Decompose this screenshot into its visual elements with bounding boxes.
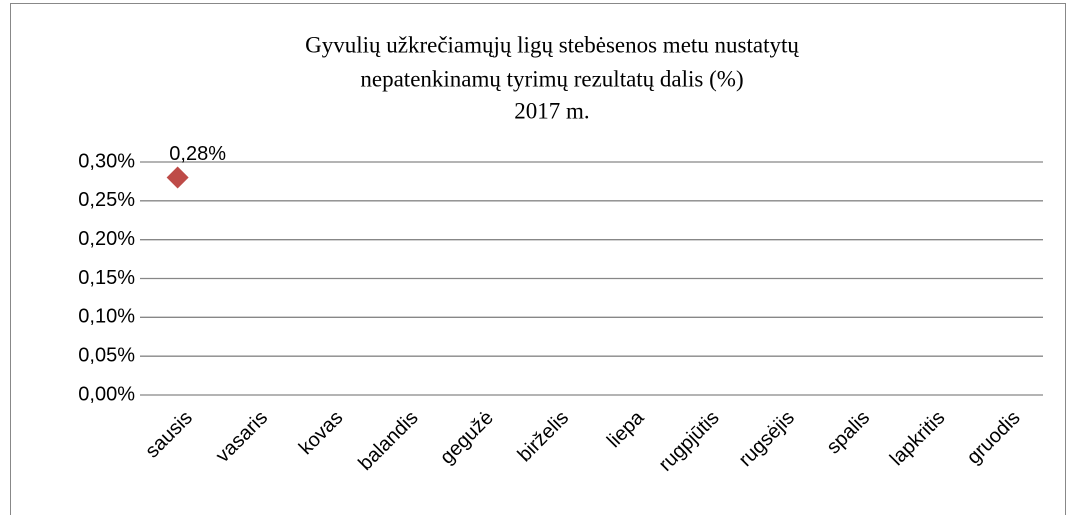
y-tick-label: 0,20% <box>78 228 135 250</box>
y-tick-label: 0,10% <box>78 306 135 328</box>
y-tick-label: 0,25% <box>78 189 135 211</box>
marker <box>166 166 189 189</box>
data-label: 0,28% <box>169 143 226 165</box>
chart-title: nepatenkinamų tyrimų rezultatų dalis (%) <box>360 66 743 91</box>
y-tick-label: 0,05% <box>78 344 135 366</box>
chart-title: Gyvulių užkrečiamųjų ligų stebėsenos met… <box>305 32 799 57</box>
chart-border <box>10 3 1066 515</box>
y-tick-label: 0,30% <box>78 150 135 172</box>
y-tick-label: 0,15% <box>78 267 135 289</box>
y-tick-label: 0,00% <box>78 383 135 405</box>
chart-title: 2017 m. <box>514 98 589 123</box>
